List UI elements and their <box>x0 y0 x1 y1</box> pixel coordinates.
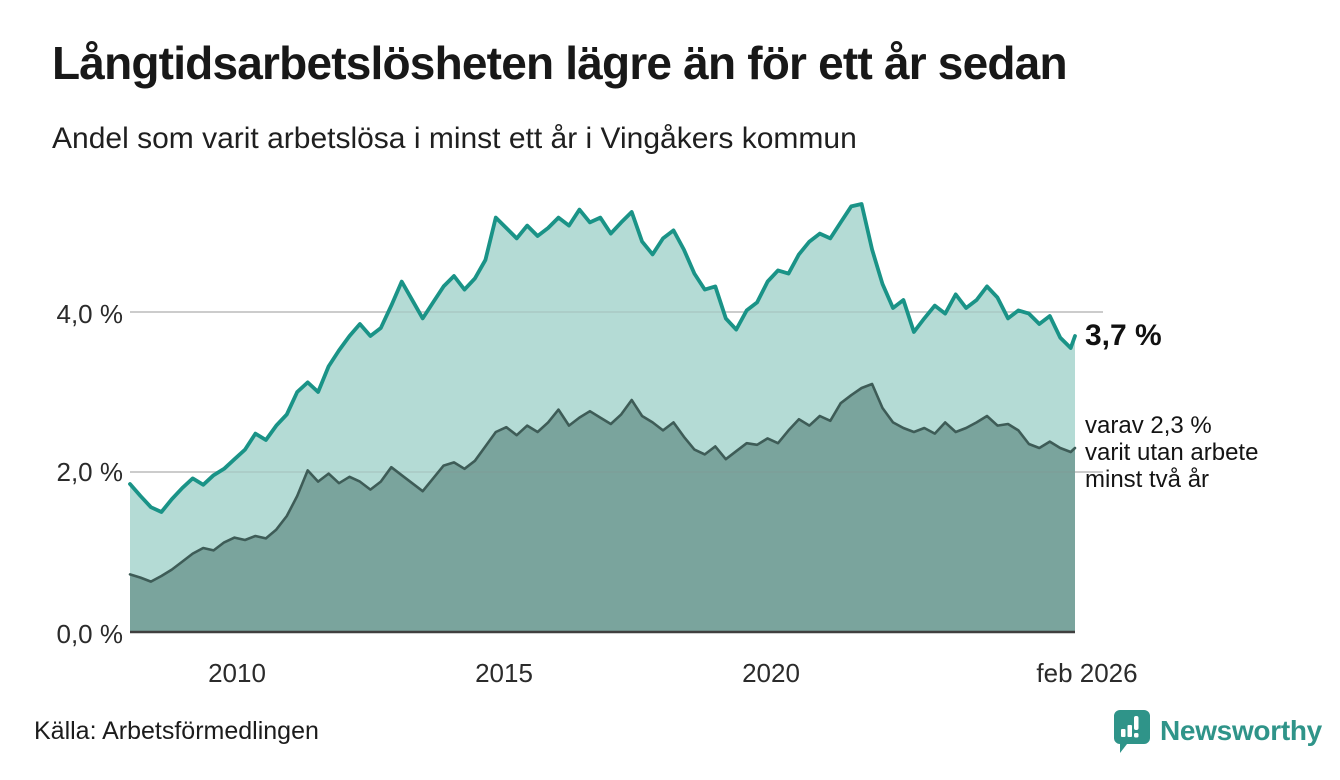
page-title: Långtidsarbetslösheten lägre än för ett … <box>52 37 1068 89</box>
end-label-series-two-line3: minst två år <box>1085 466 1210 493</box>
end-label-series-two-line1: varav 2,3 % <box>1085 412 1212 439</box>
y-tick-0: 0,0 % <box>56 619 124 649</box>
end-label-series-one: 3,7 % <box>1085 319 1162 352</box>
source-caption: Källa: Arbetsförmedlingen <box>34 717 319 745</box>
x-tick-2010: 2010 <box>208 658 266 688</box>
newsworthy-logo: Newsworthy <box>1112 708 1322 756</box>
exclamation-dot <box>1134 733 1139 738</box>
area-series-two-years <box>130 384 1075 632</box>
line-series-two-years <box>128 382 1077 583</box>
y-tick-4: 4,0 % <box>56 299 124 329</box>
x-tick-2020: 2020 <box>742 658 800 688</box>
end-label-series-two-line2: varit utan arbete <box>1085 439 1259 466</box>
x-tick-2015: 2015 <box>475 658 533 688</box>
line-series-one-year <box>128 202 1077 514</box>
page-subtitle: Andel som varit arbetslösa i minst ett å… <box>52 122 857 155</box>
bar-small <box>1121 729 1126 737</box>
x-tick-feb-2026: feb 2026 <box>1036 658 1138 688</box>
newsworthy-icon <box>1114 710 1150 753</box>
bar-tall <box>1127 725 1132 737</box>
end-label-series-two: varav 2,3 % varit utan arbete minst två … <box>1085 412 1258 493</box>
newsworthy-wordmark: Newsworthy <box>1160 715 1322 746</box>
exclamation-stem <box>1134 716 1139 730</box>
y-tick-2: 2,0 % <box>56 457 124 487</box>
